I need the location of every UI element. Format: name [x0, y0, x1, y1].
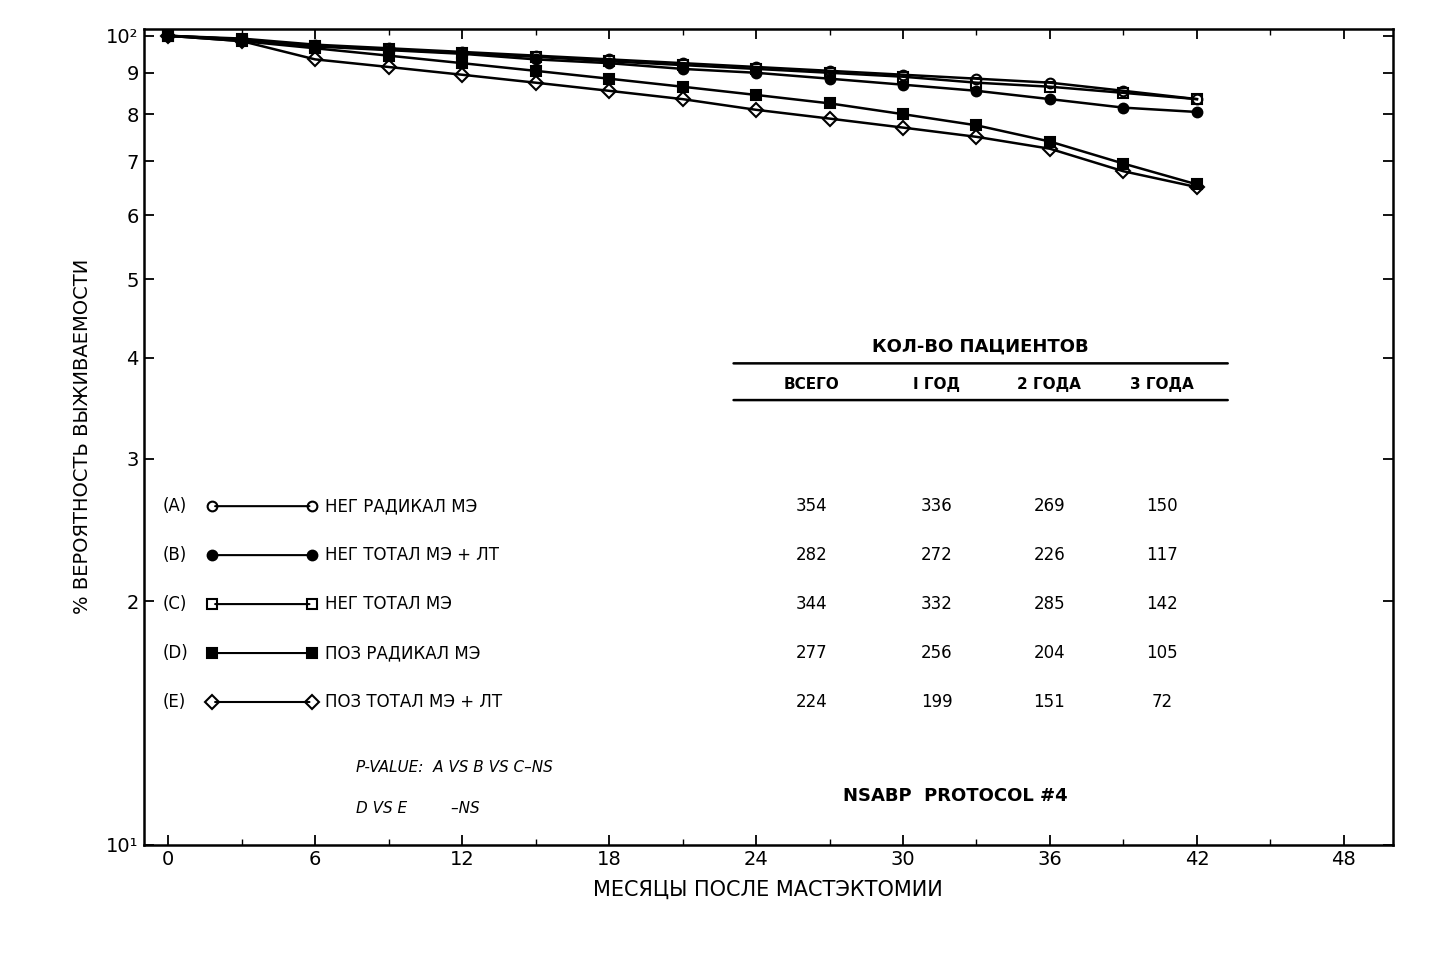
Text: (B): (B)	[162, 546, 187, 564]
Text: 336: 336	[920, 497, 954, 516]
Text: НЕГ ТОТАЛ МЭ + ЛТ: НЕГ ТОТАЛ МЭ + ЛТ	[325, 546, 498, 564]
Text: 277: 277	[796, 644, 827, 662]
Text: 272: 272	[920, 546, 954, 564]
X-axis label: МЕСЯЦЫ ПОСЛЕ МАСТЭКТОМИИ: МЕСЯЦЫ ПОСЛЕ МАСТЭКТОМИИ	[593, 879, 943, 900]
Y-axis label: % ВЕРОЯТНОСТЬ ВЫЖИВАЕМОСТИ: % ВЕРОЯТНОСТЬ ВЫЖИВАЕМОСТИ	[73, 259, 92, 614]
Text: 204: 204	[1034, 644, 1066, 662]
Text: 332: 332	[920, 595, 954, 613]
Text: 282: 282	[796, 546, 829, 564]
Text: 72: 72	[1152, 693, 1172, 711]
Text: 151: 151	[1034, 693, 1066, 711]
Text: 117: 117	[1146, 546, 1178, 564]
Text: (D): (D)	[162, 644, 188, 662]
Text: 142: 142	[1146, 595, 1178, 613]
Text: (E): (E)	[162, 693, 185, 711]
Text: 105: 105	[1146, 644, 1178, 662]
Text: НЕГ ТОТАЛ МЭ: НЕГ ТОТАЛ МЭ	[325, 595, 452, 613]
Text: (C): (C)	[162, 595, 187, 613]
Text: 344: 344	[796, 595, 827, 613]
Text: 269: 269	[1034, 497, 1066, 516]
Text: 224: 224	[796, 693, 829, 711]
Text: 226: 226	[1034, 546, 1066, 564]
Text: НЕГ РАДИКАЛ МЭ: НЕГ РАДИКАЛ МЭ	[325, 497, 477, 516]
Text: ПОЗ ТОТАЛ МЭ + ЛТ: ПОЗ ТОТАЛ МЭ + ЛТ	[325, 693, 501, 711]
Text: NSABP  PROTOCOL #4: NSABP PROTOCOL #4	[843, 787, 1068, 804]
Text: 199: 199	[920, 693, 952, 711]
Text: 285: 285	[1034, 595, 1066, 613]
Text: 2 ГОДА: 2 ГОДА	[1018, 377, 1081, 392]
Text: 354: 354	[796, 497, 827, 516]
Text: P-VALUE:  A VS B VS C–NS: P-VALUE: A VS B VS C–NS	[356, 759, 553, 775]
Text: 256: 256	[920, 644, 952, 662]
Text: 3 ГОДА: 3 ГОДА	[1130, 377, 1193, 392]
Text: D VS E         –NS: D VS E –NS	[356, 801, 480, 816]
Text: КОЛ-ВО ПАЦИЕНТОВ: КОЛ-ВО ПАЦИЕНТОВ	[872, 337, 1088, 355]
Text: (A): (A)	[162, 497, 187, 516]
Text: 150: 150	[1146, 497, 1178, 516]
Text: ПОЗ РАДИКАЛ МЭ: ПОЗ РАДИКАЛ МЭ	[325, 644, 480, 662]
Text: ВСЕГО: ВСЕГО	[784, 377, 840, 392]
Text: I ГОД: I ГОД	[913, 377, 961, 392]
